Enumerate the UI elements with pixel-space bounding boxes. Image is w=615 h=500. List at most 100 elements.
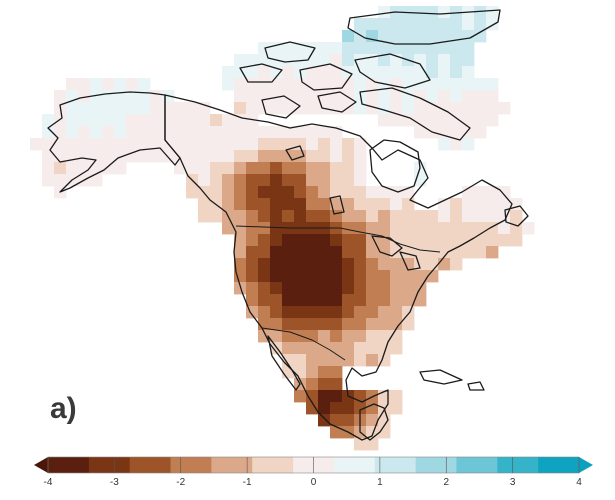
grid-cell bbox=[294, 270, 307, 283]
baffin-island bbox=[359, 87, 471, 141]
grid-cell bbox=[378, 18, 391, 31]
grid-cell bbox=[294, 342, 307, 355]
grid-cell bbox=[90, 174, 103, 187]
grid-cell bbox=[282, 102, 295, 115]
grid-cell bbox=[402, 222, 415, 235]
grid-cell bbox=[390, 402, 403, 415]
grid-cell bbox=[366, 102, 379, 115]
grid-cell bbox=[294, 294, 307, 307]
coastlines bbox=[47, 9, 529, 441]
grid-cell bbox=[438, 222, 451, 235]
grid-cell bbox=[318, 378, 331, 391]
grid-cell bbox=[318, 318, 331, 331]
grid-cell bbox=[210, 162, 223, 175]
grid-cell bbox=[198, 198, 211, 211]
grid-cell bbox=[306, 270, 319, 283]
grid-cell bbox=[54, 114, 67, 127]
grid-cell bbox=[174, 102, 187, 115]
grid-cell bbox=[234, 210, 247, 223]
grid-cell bbox=[330, 402, 343, 415]
grid-cell bbox=[318, 234, 331, 247]
grid-cell bbox=[246, 270, 259, 283]
grid-cell bbox=[354, 210, 367, 223]
grid-cell bbox=[438, 30, 451, 43]
grid-cell bbox=[402, 270, 415, 283]
grid-cell bbox=[474, 222, 487, 235]
grid-cell bbox=[282, 78, 295, 91]
colorbar-tick-label: -2 bbox=[176, 477, 185, 488]
grid-cell bbox=[234, 258, 247, 271]
grid-cell bbox=[282, 138, 295, 151]
grid-cell bbox=[318, 126, 331, 139]
grid-cell bbox=[342, 186, 355, 199]
grid-cell bbox=[270, 138, 283, 151]
colorbar-tick-label: -3 bbox=[110, 477, 119, 488]
grid-cell bbox=[354, 174, 367, 187]
grid-cell bbox=[498, 186, 511, 199]
grid-cell bbox=[78, 138, 91, 151]
grid-cell bbox=[138, 114, 151, 127]
grid-cell bbox=[114, 162, 127, 175]
grid-cell bbox=[438, 66, 451, 79]
grid-cell bbox=[246, 102, 259, 115]
grid-cell bbox=[414, 210, 427, 223]
grid-cell bbox=[438, 138, 451, 151]
grid-cell bbox=[294, 102, 307, 115]
grid-cell bbox=[366, 222, 379, 235]
grid-cell bbox=[390, 114, 403, 127]
grid-cell bbox=[450, 42, 463, 55]
grid-cell bbox=[234, 78, 247, 91]
grid-cell bbox=[294, 126, 307, 139]
grid-cell bbox=[462, 90, 475, 103]
grid-cell bbox=[258, 150, 271, 163]
grid-cell bbox=[282, 330, 295, 343]
anomaly-grid bbox=[30, 6, 535, 451]
grid-cell bbox=[102, 78, 115, 91]
grid-cell bbox=[234, 198, 247, 211]
grid-cell bbox=[282, 306, 295, 319]
grid-cell bbox=[198, 102, 211, 115]
grid-cell bbox=[354, 234, 367, 247]
grid-cell bbox=[198, 138, 211, 151]
grid-cell bbox=[246, 294, 259, 307]
grid-cell bbox=[330, 138, 343, 151]
grid-cell bbox=[102, 90, 115, 103]
grid-cell bbox=[414, 222, 427, 235]
grid-cell bbox=[330, 282, 343, 295]
grid-cell bbox=[426, 210, 439, 223]
grid-cell bbox=[78, 90, 91, 103]
grid-cell bbox=[342, 210, 355, 223]
grid-cell bbox=[66, 126, 79, 139]
grid-cell bbox=[438, 246, 451, 259]
grid-cell bbox=[366, 90, 379, 103]
grid-cell bbox=[270, 198, 283, 211]
grid-cell bbox=[378, 6, 391, 19]
grid-cell bbox=[258, 138, 271, 151]
grid-cell bbox=[90, 126, 103, 139]
grid-cell bbox=[450, 126, 463, 139]
grid-cell bbox=[342, 246, 355, 259]
grid-cell bbox=[378, 114, 391, 127]
grid-cell bbox=[342, 234, 355, 247]
grid-cell bbox=[258, 282, 271, 295]
grid-cell bbox=[462, 42, 475, 55]
grid-cell bbox=[354, 438, 367, 451]
grid-cell bbox=[402, 198, 415, 211]
grid-cell bbox=[330, 318, 343, 331]
grid-cell bbox=[486, 6, 499, 19]
grid-cell bbox=[294, 258, 307, 271]
grid-cell bbox=[366, 78, 379, 91]
grid-cell bbox=[378, 318, 391, 331]
grid-cell bbox=[378, 330, 391, 343]
grid-cell bbox=[354, 246, 367, 259]
arctic-island-6 bbox=[317, 91, 357, 113]
grid-cell bbox=[450, 18, 463, 31]
grid-cell bbox=[270, 210, 283, 223]
colorbar-segment bbox=[538, 457, 580, 473]
grid-cell bbox=[462, 198, 475, 211]
grid-cell bbox=[246, 210, 259, 223]
grid-cell bbox=[42, 162, 55, 175]
grid-cell bbox=[246, 258, 259, 271]
grid-cell bbox=[402, 42, 415, 55]
grid-cell bbox=[306, 162, 319, 175]
